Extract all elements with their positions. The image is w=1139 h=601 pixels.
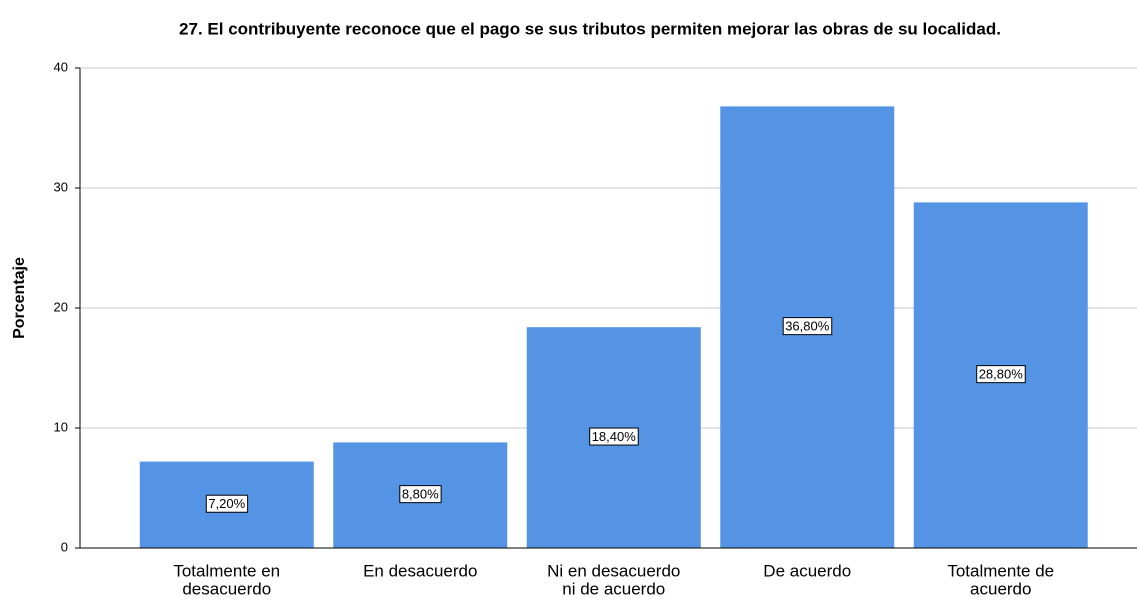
value-label: 36,80%: [785, 319, 830, 334]
value-label: 7,20%: [208, 496, 245, 511]
y-tick-label: 30: [54, 179, 68, 194]
x-tick-label: ni de acuerdo: [562, 579, 665, 598]
x-tick-label: desacuerdo: [182, 579, 271, 598]
value-label-box: [589, 427, 639, 446]
x-tick-label: acuerdo: [970, 579, 1031, 598]
chart-title: 27. El contribuyente reconoce que el pag…: [179, 19, 1001, 38]
value-label-box: [976, 365, 1026, 384]
x-tick-label: Totalmente en: [173, 561, 280, 580]
x-tick-label: De acuerdo: [763, 561, 851, 580]
x-tick-label: Ni en desacuerdo: [547, 561, 680, 580]
x-tick-label: En desacuerdo: [363, 561, 477, 580]
value-label-box: [205, 494, 249, 513]
y-tick-label: 40: [54, 59, 68, 74]
value-label-box: [782, 317, 833, 336]
y-tick-label: 20: [54, 299, 68, 314]
value-label: 18,40%: [592, 429, 637, 444]
value-label: 8,80%: [402, 487, 439, 502]
y-axis-label: Porcentaje: [11, 257, 28, 339]
value-label-box: [399, 485, 442, 504]
y-tick-label: 0: [61, 539, 68, 554]
value-label: 28,80%: [979, 367, 1024, 382]
y-tick-label: 10: [54, 419, 68, 434]
x-tick-label: Totalmente de: [947, 561, 1054, 580]
